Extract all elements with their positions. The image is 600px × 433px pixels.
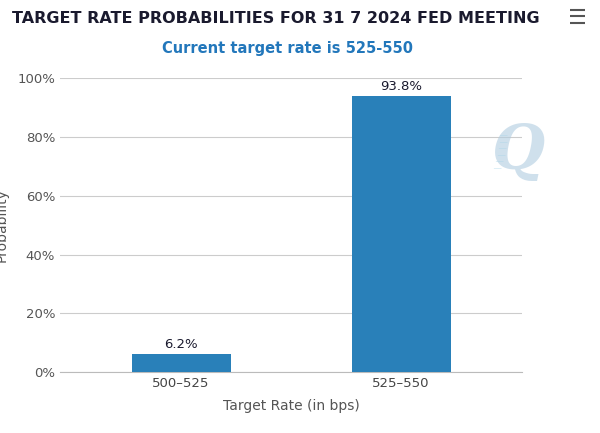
Bar [131, 354, 230, 372]
Y-axis label: Probability: Probability [0, 188, 9, 262]
Text: ──: ── [495, 159, 503, 165]
Bar [352, 96, 451, 372]
X-axis label: Target Rate (in bps): Target Rate (in bps) [223, 398, 359, 413]
Text: Q: Q [493, 122, 545, 181]
Text: ──: ── [498, 146, 506, 152]
Text: 6.2%: 6.2% [164, 338, 198, 351]
Text: 93.8%: 93.8% [380, 80, 422, 93]
Text: Current target rate is 525-550: Current target rate is 525-550 [163, 41, 413, 56]
Text: TARGET RATE PROBABILITIES FOR 31 7 2024 FED MEETING: TARGET RATE PROBABILITIES FOR 31 7 2024 … [12, 11, 539, 26]
Text: ──: ── [499, 133, 508, 139]
Text: ──: ── [493, 166, 502, 172]
Text: ──: ── [497, 153, 505, 159]
Text: ──: ── [499, 140, 508, 146]
